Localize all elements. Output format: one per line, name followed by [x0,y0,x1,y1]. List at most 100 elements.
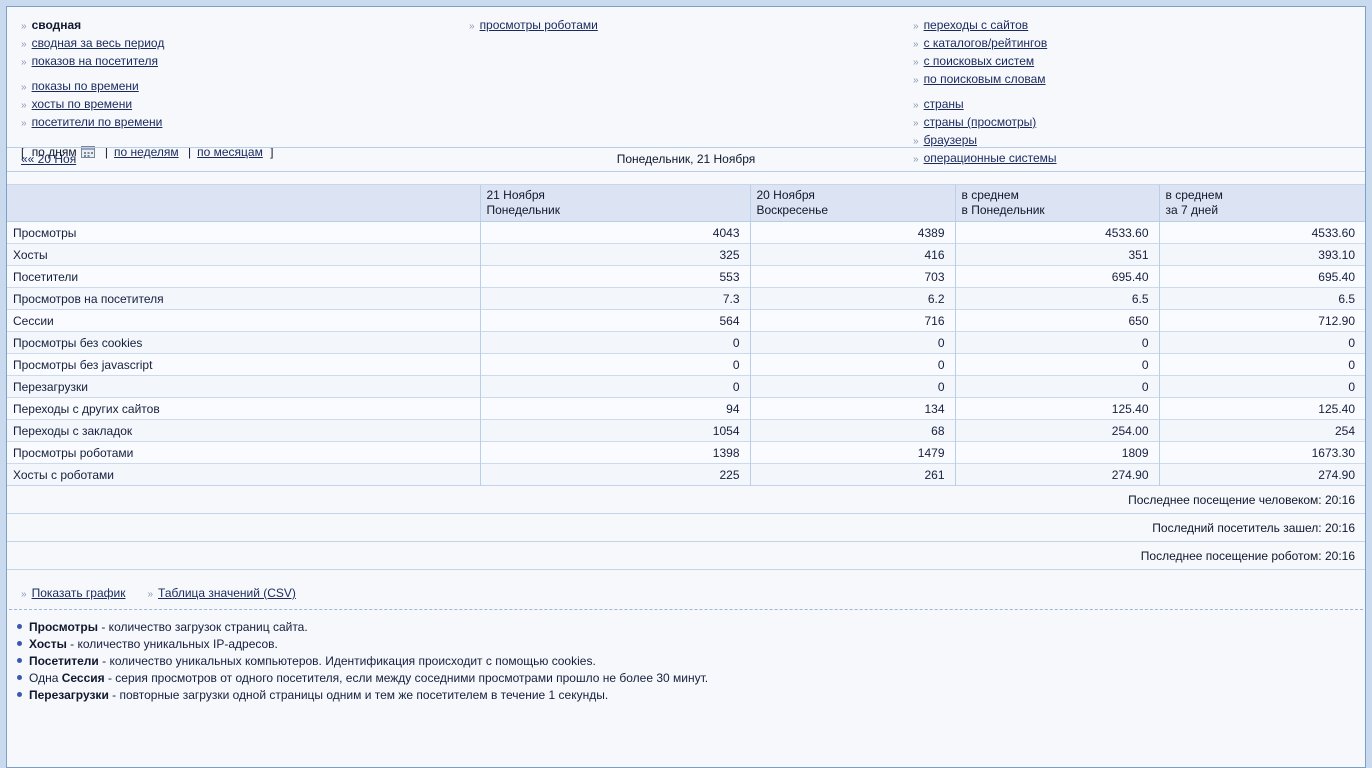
nav-item: » переходы с сайтов [913,17,1057,35]
cell-value: 4533.60 [954,221,1159,244]
cell-value: 6.5 [954,287,1159,310]
nav-link[interactable]: страны [923,97,964,111]
cell-value: 261 [749,463,955,486]
bullet-icon [17,692,22,697]
open-bracket: [ [21,145,25,159]
nav-item: » страны [913,96,1057,114]
cell-value: 325 [479,243,750,266]
table-row: Хосты 325 416 351 393.10 [7,243,1365,266]
nav-link[interactable]: хосты по времени [31,97,133,111]
csv-table-link[interactable]: Таблица значений (CSV) [158,586,296,600]
nav-item: » посетители по времени [21,114,274,132]
nav-link[interactable]: с каталогов/рейтингов [923,36,1048,50]
nav-column-right: » переходы с сайтов » с каталогов/рейтингов… [913,17,1057,168]
chevron-right-icon: » [913,39,919,50]
table-row: Хосты с роботами 225 261 274.90 274.90 [7,463,1365,486]
nav-item: » сводная [21,17,274,35]
column-header-line2: Понедельник [486,203,560,217]
cell-value: 0 [954,331,1159,354]
stats-table: 21 Ноября Понедельник 20 Ноября Воскресенье… [7,184,1365,570]
nav-link[interactable]: операционные системы [923,151,1057,165]
nav-link[interactable]: сводная за весь период [31,36,165,50]
column-header-line2: Воскресенье [756,203,829,217]
column-header: в среднем в Понедельник [954,184,1159,222]
cell-value: 1054 [479,419,750,442]
nav-link[interactable]: переходы с сайтов [923,18,1029,32]
cell-value: 1479 [749,441,955,464]
cell-value: 1809 [954,441,1159,464]
nav-link[interactable]: страны (просмотры) [923,115,1037,129]
dashed-divider [9,609,1363,610]
cell-value: 0 [749,375,955,398]
chevron-right-icon: » [21,118,27,129]
cell-value: 564 [479,309,750,332]
nav-link[interactable]: браузеры [923,133,977,147]
nav-item: » сводная за весь период [21,35,274,53]
nav-item: » с поисковых систем [913,53,1057,71]
cell-value: 274.90 [954,463,1159,486]
chevron-right-icon: » [913,154,919,165]
cell-value: 716 [749,309,955,332]
column-header-line1: в среднем [961,188,1019,202]
column-header: 20 Ноября Воскресенье [749,184,955,222]
nav-item: » операционные системы [913,150,1057,168]
cell-value: 0 [954,353,1159,376]
metric-legend: Просмотры - количество загрузок страниц … [17,619,1365,704]
nav-link[interactable]: показы по времени [31,79,139,93]
chevron-right-icon: » [21,57,27,68]
period-month-link[interactable]: по месяцам [197,145,263,159]
column-header-line1: в среднем [1165,188,1223,202]
cell-value: 0 [749,353,955,376]
nav-list-summary: » сводная » сводная за весь период » показов … [21,17,274,71]
chevron-right-icon: » [469,21,475,32]
period-switcher: [ по дням | по неделям | по месяцам ] [21,145,274,159]
table-row: Просмотры роботами 1398 1479 1809 1673.30 [7,441,1365,464]
cell-value: 225 [479,463,750,486]
period-week-link[interactable]: по неделям [114,145,179,159]
cell-value: 0 [1158,375,1365,398]
cell-value: 4533.60 [1158,221,1365,244]
nav-item: » хосты по времени [21,96,274,114]
close-bracket: ] [270,145,274,159]
chevron-right-icon: » [913,57,919,68]
row-label: Просмотры без cookies [7,331,480,354]
legend-term: Сессия [61,671,105,685]
legend-text: - серия просмотров от одного посетителя,… [104,671,709,685]
nav-list-referrers: » переходы с сайтов » с каталогов/рейтингов… [913,17,1057,89]
chevron-right-icon: » [913,75,919,86]
prev-day-link[interactable]: «« 20 Ноя [21,152,77,166]
corner-cell [7,184,480,222]
nav-current-page: сводная [31,18,82,32]
cell-value: 0 [479,375,750,398]
summary-text: Последнее посещение человеком: 20:16 [7,485,1365,514]
nav-link[interactable]: с поисковых систем [923,54,1035,68]
stats-table-summary: Последнее посещение человеком: 20:16 Посл… [7,485,1365,570]
table-row: Просмотры 4043 4389 4533.60 4533.60 [7,221,1365,244]
nav-list-robots: » просмотры роботами [469,17,598,35]
separator: | [187,145,192,159]
chevron-right-icon: » [913,21,919,32]
cell-value: 94 [479,397,750,420]
bullet-icon [17,624,22,629]
stats-table-header: 21 Ноября Понедельник 20 Ноября Воскресенье… [7,184,1365,222]
nav-item: » просмотры роботами [469,17,598,35]
nav-item: » по поисковым словам [913,71,1057,89]
nav-column-middle: » просмотры роботами [469,17,598,35]
header-row: 21 Ноября Понедельник 20 Ноября Воскресенье… [7,184,1365,222]
legend-term: Хосты [29,637,67,651]
chevron-right-icon: » [913,136,919,147]
cell-value: 0 [954,375,1159,398]
nav-link[interactable]: по поисковым словам [923,72,1046,86]
cell-value: 134 [749,397,955,420]
chevron-right-icon: » [21,21,27,32]
nav-link[interactable]: просмотры роботами [479,18,598,32]
nav-item: » показы по времени [21,78,274,96]
date-navigation-bar: «« 20 Ноя Понедельник, 21 Ноября [7,147,1365,172]
cell-value: 0 [479,331,750,354]
cell-value: 68 [749,419,955,442]
chevron-right-icon: » [147,589,154,600]
show-chart-link[interactable]: Показать график [31,586,126,600]
nav-link[interactable]: показов на посетителя [31,54,158,68]
row-label: Просмотры без javascript [7,353,480,376]
nav-link[interactable]: посетители по времени [31,115,163,129]
